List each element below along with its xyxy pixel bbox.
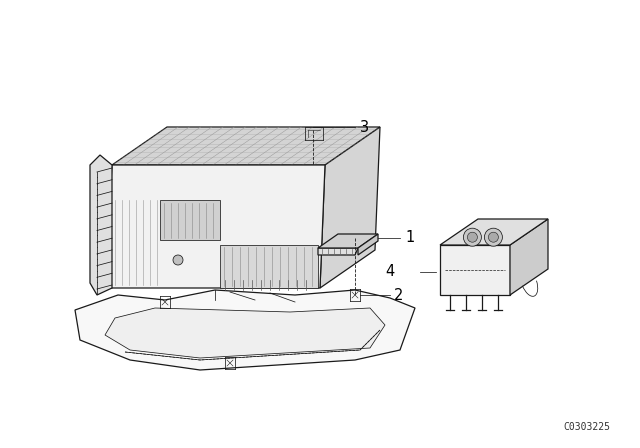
Polygon shape <box>320 127 380 288</box>
Circle shape <box>467 232 477 242</box>
Polygon shape <box>90 155 112 295</box>
Circle shape <box>173 255 183 265</box>
Circle shape <box>488 232 499 242</box>
Polygon shape <box>75 290 415 370</box>
Polygon shape <box>358 234 378 255</box>
Polygon shape <box>220 245 318 288</box>
Polygon shape <box>105 165 325 288</box>
Text: 1: 1 <box>405 231 414 246</box>
Text: 4: 4 <box>386 264 395 280</box>
Polygon shape <box>440 219 548 245</box>
Polygon shape <box>160 200 220 240</box>
Circle shape <box>484 228 502 246</box>
Polygon shape <box>318 234 378 248</box>
Text: 2: 2 <box>394 288 403 302</box>
Polygon shape <box>440 245 510 295</box>
Polygon shape <box>105 308 385 358</box>
Text: C0303225: C0303225 <box>563 422 610 432</box>
Polygon shape <box>510 219 548 295</box>
Polygon shape <box>112 127 380 165</box>
Circle shape <box>463 228 481 246</box>
Polygon shape <box>318 248 358 255</box>
Text: 3: 3 <box>360 120 369 134</box>
